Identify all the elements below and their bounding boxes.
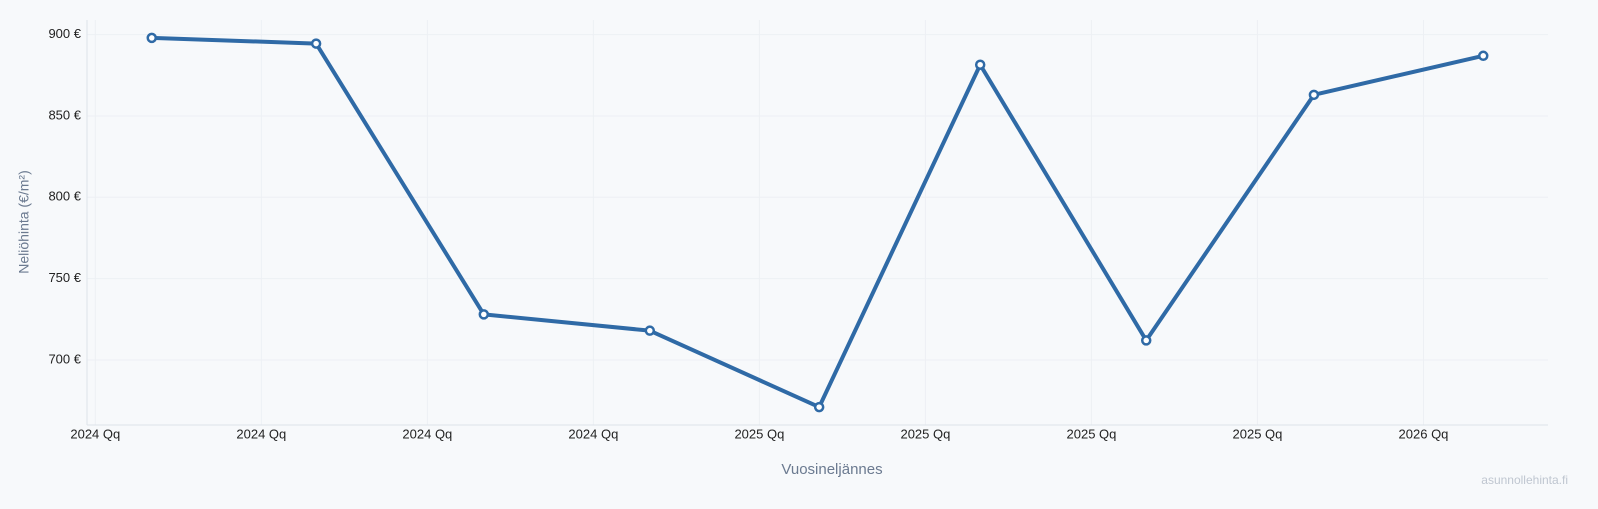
point	[1140, 335, 1152, 346]
point	[1308, 89, 1320, 101]
x-tick-label: 2025 Qq	[734, 426, 784, 441]
x-tick-label: 2024 Qq	[70, 426, 120, 441]
x-tick-label: 2025 Qq	[900, 426, 950, 441]
y-tick-label: 900 €	[48, 26, 81, 41]
x-tick-label: 2024 Qq	[402, 426, 452, 441]
point	[478, 309, 490, 320]
line	[151, 35, 1484, 410]
y-tick-label: 800 €	[48, 189, 81, 204]
y-tick-label: 700 €	[48, 351, 81, 366]
point	[813, 401, 825, 413]
point	[644, 325, 656, 336]
x-tick-label: 2024 Qq	[568, 426, 618, 441]
watermark: asunnollehinta.fi	[1481, 473, 1568, 487]
x-tick-label: 2025 Qq	[1067, 426, 1117, 441]
y-tick-label: 750 €	[48, 270, 81, 285]
y-axis-title: Neliöhinta (€/m²)	[16, 170, 32, 273]
point	[1478, 50, 1489, 62]
point	[146, 32, 157, 44]
x-axis-title: Vuosineljännes	[781, 461, 882, 478]
x-tick-label: 2025 Qq	[1233, 426, 1283, 441]
y-tick-label: 850 €	[48, 107, 81, 122]
point	[310, 38, 322, 49]
x-tick-label: 2026 Qq	[1399, 426, 1449, 441]
x-tick-label: 2024 Qq	[236, 426, 286, 441]
point	[974, 59, 986, 70]
